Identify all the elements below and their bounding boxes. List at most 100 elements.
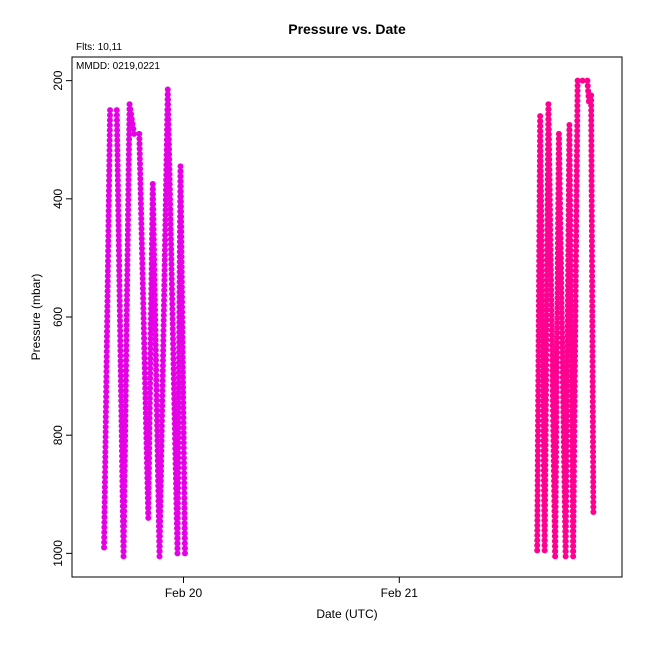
data-point	[543, 321, 550, 328]
data-point	[574, 112, 581, 119]
data-point	[156, 553, 163, 560]
data-point	[570, 528, 577, 535]
data-point	[151, 301, 158, 308]
data-point	[570, 543, 577, 550]
data-point	[571, 448, 578, 455]
data-point	[564, 377, 571, 384]
data-point	[574, 107, 581, 114]
data-point	[152, 306, 159, 313]
data-point	[124, 267, 131, 274]
data-point	[177, 168, 184, 175]
data-point	[175, 429, 182, 436]
data-point	[106, 157, 113, 164]
data-point	[588, 182, 595, 189]
data-point	[103, 358, 110, 365]
data-point	[545, 126, 552, 133]
data-point	[567, 242, 574, 249]
data-point	[589, 308, 596, 315]
data-point	[562, 553, 569, 560]
data-point	[547, 246, 554, 253]
data-point	[567, 292, 574, 299]
data-point	[145, 475, 152, 482]
x-tick-label: Feb 20	[165, 586, 203, 600]
data-point	[588, 172, 595, 179]
data-point	[559, 369, 566, 376]
data-point	[538, 222, 545, 229]
data-point	[174, 520, 181, 527]
data-point	[122, 397, 129, 404]
data-point	[159, 412, 165, 419]
data-point	[548, 302, 555, 309]
data-point	[589, 433, 596, 440]
data-point	[142, 390, 149, 397]
data-point	[535, 387, 542, 394]
data-point	[545, 106, 552, 113]
y-tick-label: 200	[51, 70, 65, 90]
data-point	[573, 192, 580, 199]
data-point	[552, 473, 559, 480]
y-axis-label: Pressure (mbar)	[29, 274, 43, 361]
data-point	[105, 187, 112, 194]
data-point	[165, 121, 172, 128]
data-point	[115, 247, 122, 254]
data-point	[103, 333, 110, 340]
data-point	[116, 272, 123, 279]
data-point	[104, 278, 111, 285]
data-point	[571, 408, 578, 415]
data-point	[125, 146, 132, 153]
data-point	[538, 232, 545, 239]
data-point	[116, 252, 123, 259]
data-point	[139, 285, 146, 292]
data-point	[159, 362, 166, 369]
data-point	[554, 324, 561, 331]
data-point	[150, 206, 157, 213]
data-point	[160, 312, 167, 319]
data-point	[175, 424, 182, 431]
data-point	[543, 351, 550, 358]
data-point	[563, 458, 570, 465]
data-point	[167, 211, 174, 218]
data-point	[105, 192, 112, 199]
data-point	[564, 362, 571, 369]
data-point	[115, 187, 122, 194]
data-point	[553, 448, 560, 455]
data-point	[563, 468, 570, 475]
data-point	[564, 392, 571, 399]
data-point	[123, 322, 130, 329]
data-point	[151, 251, 158, 258]
data-point	[167, 226, 174, 233]
data-point	[547, 251, 554, 258]
data-point	[104, 308, 111, 315]
data-point	[175, 389, 182, 396]
data-point	[543, 296, 550, 303]
data-point	[180, 389, 187, 396]
data-point	[106, 132, 113, 139]
data-point	[181, 530, 188, 537]
data-point	[159, 372, 166, 379]
data-point	[147, 335, 154, 342]
data-point	[116, 267, 123, 274]
data-point	[120, 528, 127, 535]
data-point	[101, 524, 108, 531]
data-point	[588, 227, 595, 234]
data-point	[538, 197, 545, 204]
data-point	[105, 217, 112, 224]
data-point	[556, 150, 563, 157]
data-point	[537, 158, 544, 165]
data-point	[546, 206, 553, 213]
data-point	[162, 242, 169, 249]
data-point	[570, 488, 577, 495]
data-point	[160, 322, 167, 329]
data-point	[589, 388, 596, 395]
data-point	[125, 191, 132, 198]
data-point	[568, 312, 575, 319]
data-point	[146, 450, 153, 457]
data-point	[178, 253, 185, 260]
data-point	[572, 317, 579, 324]
data-point	[104, 273, 111, 280]
data-point	[537, 173, 544, 179]
data-point	[541, 522, 548, 529]
data-point	[543, 331, 550, 338]
data-point	[169, 305, 176, 312]
data-point	[535, 412, 542, 419]
